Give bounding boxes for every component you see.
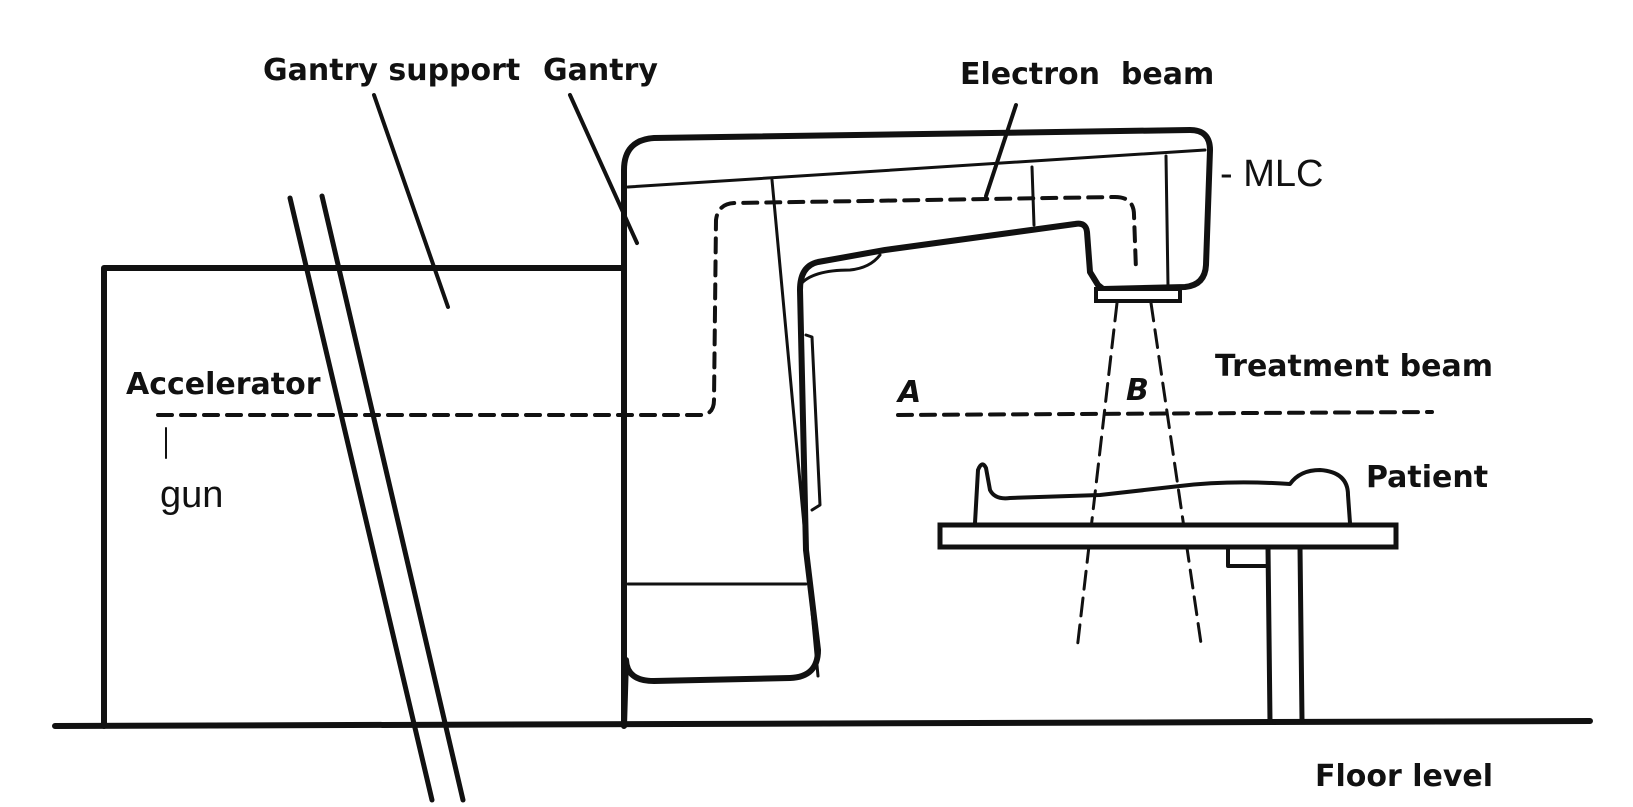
gantry-arm-edge — [772, 180, 818, 676]
beam-cone-right — [1151, 303, 1202, 650]
label-gun: gun — [160, 474, 223, 516]
label-mlc: - MLC — [1220, 153, 1323, 195]
wall-line-left — [290, 198, 432, 800]
gantry-top-edge — [628, 150, 1205, 187]
label-gantry-support: Gantry support — [263, 53, 520, 88]
couch-leg-left — [1268, 547, 1270, 722]
patient-couch — [940, 525, 1396, 547]
head-line-1 — [1032, 167, 1034, 225]
couch-leg-right — [1300, 547, 1302, 720]
patient-outline — [975, 464, 1350, 523]
floor-line — [55, 721, 1590, 726]
label-treatment-beam: Treatment beam — [1215, 349, 1493, 384]
label-floor-level: Floor level — [1315, 759, 1493, 794]
label-patient: Patient — [1366, 460, 1488, 495]
label-accelerator: Accelerator — [126, 367, 321, 402]
leader-gantry-support — [374, 95, 448, 307]
label-point-a: A — [896, 375, 921, 410]
label-electron-beam: Electron beam — [960, 57, 1214, 92]
label-gantry: Gantry — [543, 53, 658, 88]
treatment-beam-line — [898, 412, 1432, 415]
label-point-b: B — [1126, 373, 1149, 408]
gantry-body — [624, 130, 1210, 726]
beam-cone-left — [1077, 303, 1117, 650]
head-line-2 — [1166, 156, 1168, 286]
mlc-head — [1096, 289, 1180, 301]
leader-electron-beam — [986, 105, 1016, 196]
couch-bracket — [1228, 547, 1268, 566]
gantry-side-slot — [806, 335, 820, 510]
